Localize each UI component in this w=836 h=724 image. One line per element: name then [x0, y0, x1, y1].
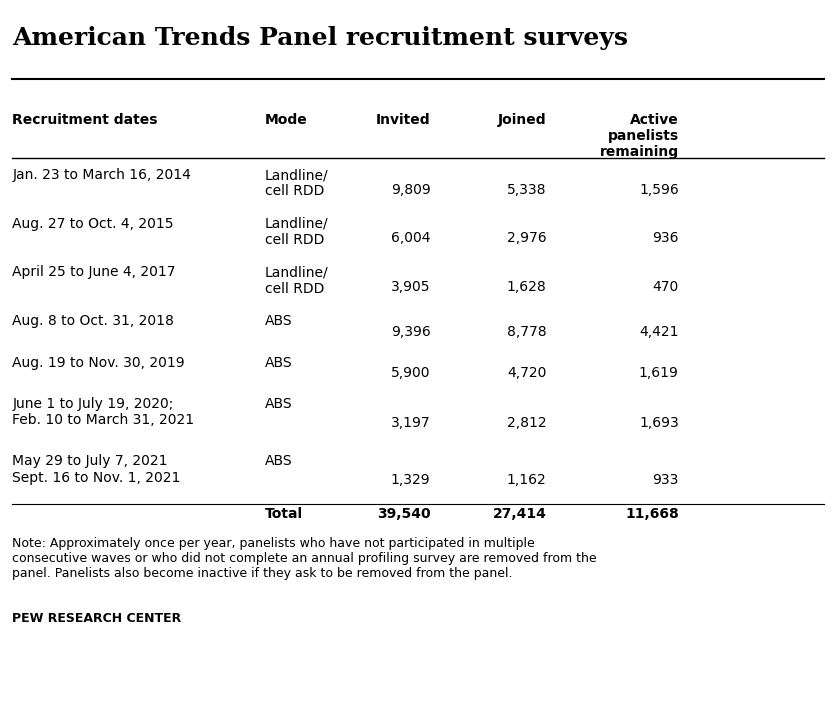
Text: Landline/
cell RDD: Landline/ cell RDD [265, 216, 329, 247]
Text: June 1 to July 19, 2020;
Feb. 10 to March 31, 2021: June 1 to July 19, 2020; Feb. 10 to Marc… [13, 397, 195, 427]
Text: 936: 936 [652, 231, 679, 245]
Text: Invited: Invited [376, 113, 431, 127]
Text: Mode: Mode [265, 113, 308, 127]
Text: 5,900: 5,900 [391, 366, 431, 380]
Text: Aug. 8 to Oct. 31, 2018: Aug. 8 to Oct. 31, 2018 [13, 314, 175, 328]
Text: April 25 to June 4, 2017: April 25 to June 4, 2017 [13, 266, 176, 279]
Text: ABS: ABS [265, 314, 293, 328]
Text: American Trends Panel recruitment surveys: American Trends Panel recruitment survey… [13, 25, 629, 50]
Text: 5,338: 5,338 [507, 182, 546, 196]
Text: Aug. 19 to Nov. 30, 2019: Aug. 19 to Nov. 30, 2019 [13, 355, 185, 369]
Text: ABS: ABS [265, 455, 293, 468]
Text: Jan. 23 to March 16, 2014: Jan. 23 to March 16, 2014 [13, 168, 191, 182]
Text: Active
panelists
remaining: Active panelists remaining [599, 113, 679, 159]
Text: 2,976: 2,976 [507, 231, 546, 245]
Text: 6,004: 6,004 [391, 231, 431, 245]
Text: 11,668: 11,668 [625, 507, 679, 521]
Text: Aug. 27 to Oct. 4, 2015: Aug. 27 to Oct. 4, 2015 [13, 216, 174, 231]
Text: 1,329: 1,329 [390, 473, 431, 487]
Text: 1,628: 1,628 [507, 280, 546, 294]
Text: 27,414: 27,414 [492, 507, 546, 521]
Text: 9,809: 9,809 [390, 182, 431, 196]
Text: ABS: ABS [265, 397, 293, 411]
Text: ABS: ABS [265, 355, 293, 369]
Text: Landline/
cell RDD: Landline/ cell RDD [265, 168, 329, 198]
Text: PEW RESEARCH CENTER: PEW RESEARCH CENTER [13, 613, 181, 626]
Text: Note: Approximately once per year, panelists who have not participated in multip: Note: Approximately once per year, panel… [13, 537, 597, 581]
Text: 1,693: 1,693 [639, 416, 679, 430]
Text: 39,540: 39,540 [377, 507, 431, 521]
Text: 3,197: 3,197 [390, 416, 431, 430]
Text: 9,396: 9,396 [390, 325, 431, 339]
Text: 1,162: 1,162 [507, 473, 546, 487]
Text: Joined: Joined [497, 113, 546, 127]
Text: Landline/
cell RDD: Landline/ cell RDD [265, 266, 329, 295]
Text: 1,619: 1,619 [639, 366, 679, 380]
Text: 933: 933 [652, 473, 679, 487]
Text: Total: Total [265, 507, 303, 521]
Text: 3,905: 3,905 [391, 280, 431, 294]
Text: 470: 470 [652, 280, 679, 294]
Text: Recruitment dates: Recruitment dates [13, 113, 158, 127]
Text: May 29 to July 7, 2021
Sept. 16 to Nov. 1, 2021: May 29 to July 7, 2021 Sept. 16 to Nov. … [13, 455, 181, 484]
Text: 4,421: 4,421 [640, 325, 679, 339]
Text: 1,596: 1,596 [639, 182, 679, 196]
Text: 8,778: 8,778 [507, 325, 546, 339]
Text: 4,720: 4,720 [507, 366, 546, 380]
Text: 2,812: 2,812 [507, 416, 546, 430]
